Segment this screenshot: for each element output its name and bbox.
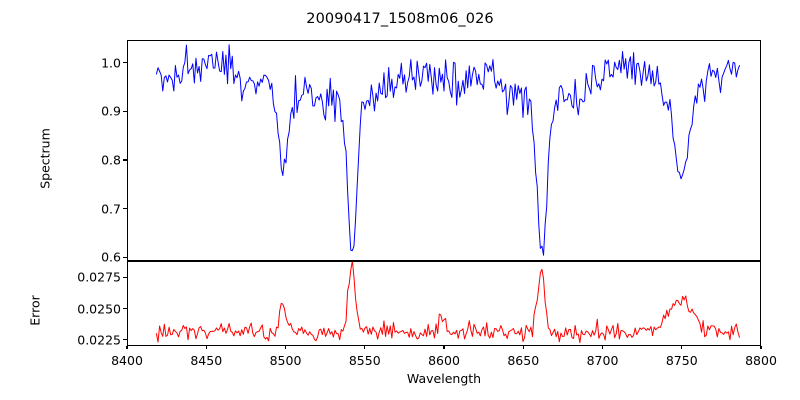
xtick-label: 8500 <box>269 352 302 368</box>
error-axis-label: Error <box>27 295 43 326</box>
spectrum-ytick-label: 0.6 <box>101 249 121 265</box>
spectrum-ytick-label: 1.0 <box>101 55 121 71</box>
error-ytick-mark <box>123 339 127 341</box>
spectrum-ytick-mark <box>123 208 127 210</box>
xtick-mark <box>443 345 445 350</box>
xtick-mark <box>364 345 366 350</box>
spectrum-axis-label: Spectrum <box>37 127 53 189</box>
spectrum-ytick-label: 0.7 <box>101 201 121 217</box>
spectrum-ytick-label: 0.8 <box>101 152 121 168</box>
error-ytick-label: 0.0275 <box>77 269 121 285</box>
xtick-mark <box>126 345 128 350</box>
xtick-label: 8600 <box>428 352 460 368</box>
error-line <box>128 262 760 345</box>
spectrum-line <box>128 41 760 260</box>
error-ytick-mark <box>123 308 127 310</box>
xtick-label: 8750 <box>665 352 698 368</box>
wavelength-axis-label: Wavelength <box>406 371 482 386</box>
spectrum-ytick-mark <box>123 256 127 258</box>
spectrum-ytick-mark <box>123 110 127 112</box>
xtick-label: 8400 <box>111 352 143 368</box>
xtick-label: 8650 <box>507 352 540 368</box>
spectrum-panel <box>127 40 761 261</box>
spectrum-ytick-mark <box>123 62 127 64</box>
xtick-label: 8450 <box>190 352 223 368</box>
error-ytick-label: 0.0225 <box>77 332 121 348</box>
xtick-label: 8800 <box>745 352 777 368</box>
xtick-mark <box>601 345 604 350</box>
spectrum-ytick-mark <box>123 159 127 161</box>
error-ytick-mark <box>123 276 127 278</box>
xtick-mark <box>760 345 762 350</box>
xtick-mark <box>284 345 287 350</box>
error-ytick-label: 0.0250 <box>77 301 121 317</box>
xtick-mark <box>205 345 207 350</box>
figure-title: 20090417_1508m06_026 <box>306 11 494 27</box>
spectrum-ytick-label: 0.9 <box>101 103 121 119</box>
error-panel <box>127 260 761 346</box>
xtick-label: 8700 <box>586 352 619 368</box>
xtick-label: 8550 <box>348 352 381 368</box>
xtick-mark <box>522 345 524 350</box>
xtick-mark <box>681 345 683 350</box>
